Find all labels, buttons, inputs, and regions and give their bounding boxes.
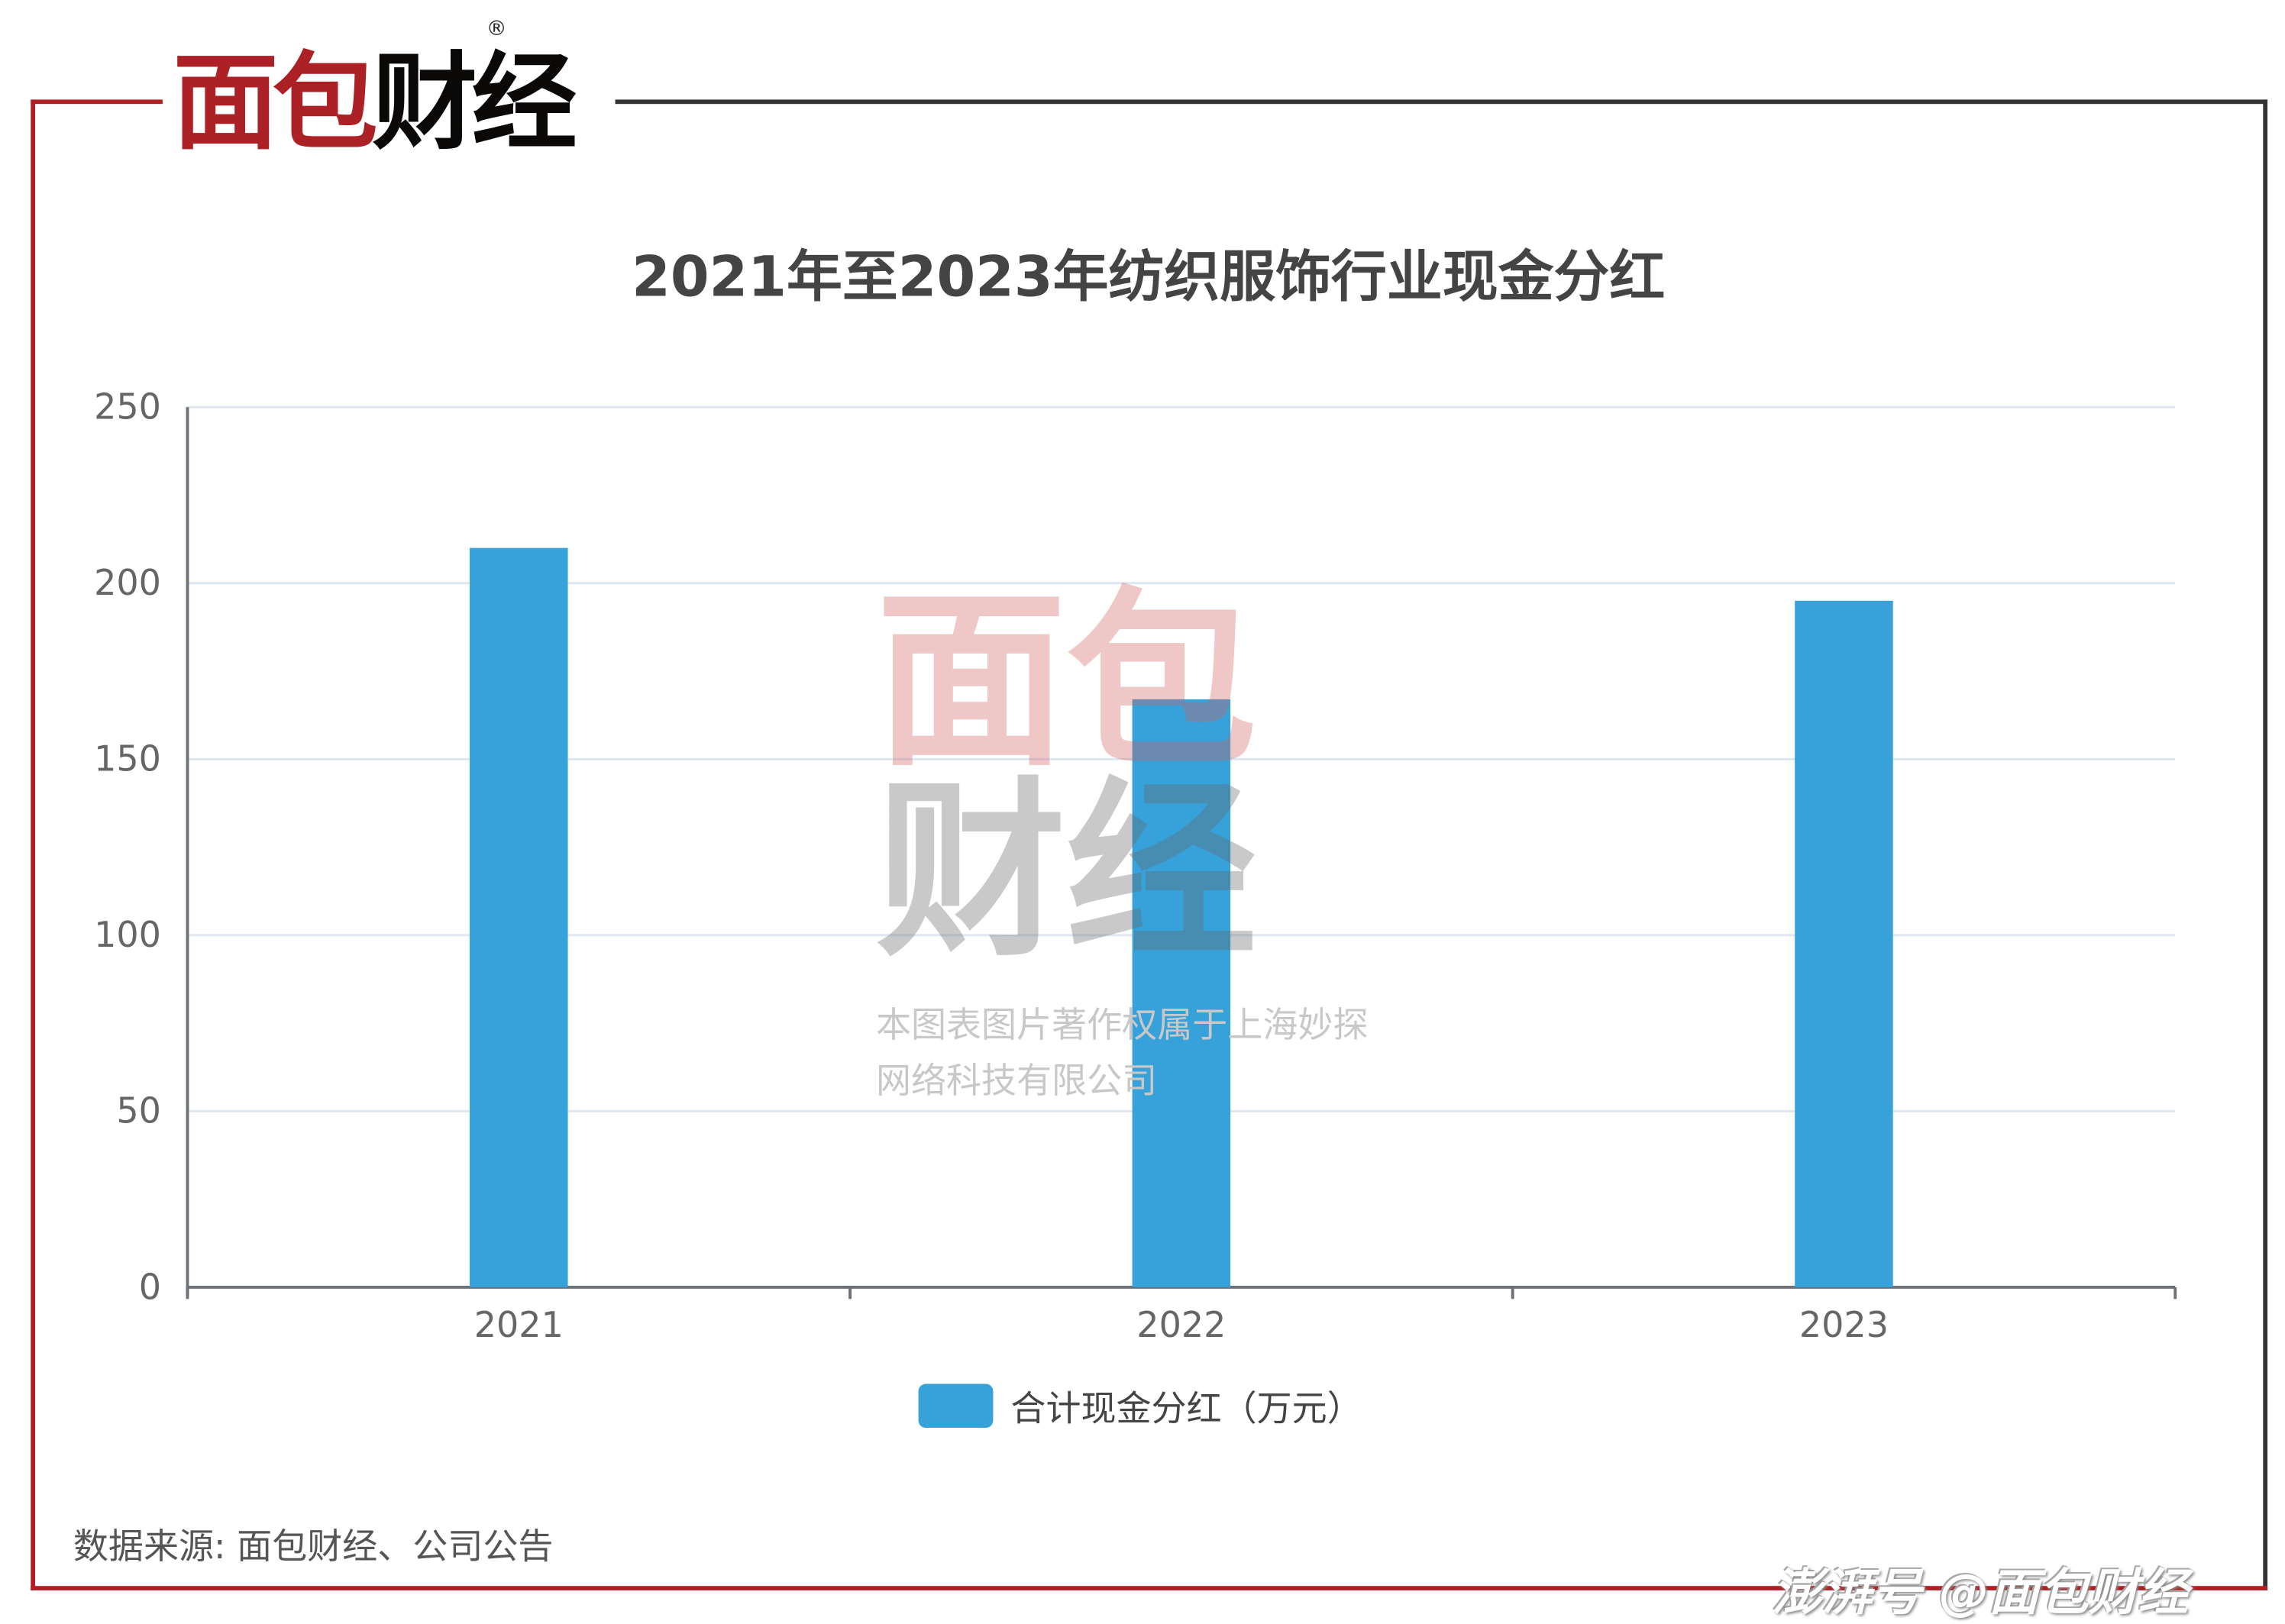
frame-border — [2263, 99, 2268, 1590]
footer-watermark: 澎湃号 @面包财经 — [1772, 1564, 2189, 1623]
y-tick-label: 0 — [139, 1266, 161, 1307]
logo-text-black: 财经 — [372, 40, 577, 164]
legend-label: 合计现金分红（万元） — [1010, 1388, 1362, 1429]
frame-border — [31, 99, 36, 1590]
bar-2022 — [1132, 699, 1231, 1287]
logo-text-red: 面包 — [173, 40, 378, 164]
chart-title: 2021年至2023年纺织服饰行业现金分红 — [632, 244, 1666, 309]
y-tick-label: 50 — [116, 1090, 161, 1132]
bar-2023 — [1795, 600, 1893, 1287]
bar-2021 — [470, 547, 568, 1287]
registered-mark: ® — [486, 18, 507, 41]
x-tick-label: 2021 — [474, 1304, 564, 1345]
legend[interactable]: 合计现金分红（万元） — [918, 1380, 1362, 1431]
x-tick-label: 2022 — [1136, 1304, 1226, 1345]
x-tick-label: 2023 — [1799, 1304, 1889, 1345]
brand-logo: 面包财经 ® — [173, 18, 600, 161]
y-tick-label: 100 — [94, 914, 161, 955]
y-tick-label: 150 — [94, 738, 161, 780]
y-tick-label: 200 — [94, 562, 161, 603]
frame-border — [31, 99, 163, 105]
legend-swatch — [918, 1383, 994, 1428]
y-tick-label: 250 — [94, 386, 161, 428]
frame-border — [615, 99, 2268, 105]
frame-border — [31, 1586, 2268, 1590]
source-note: 数据来源: 面包财经、公司公告 — [73, 1526, 554, 1567]
plot-area: 0 50 100 150 200 250 2021 2022 2023 — [94, 386, 2177, 1345]
